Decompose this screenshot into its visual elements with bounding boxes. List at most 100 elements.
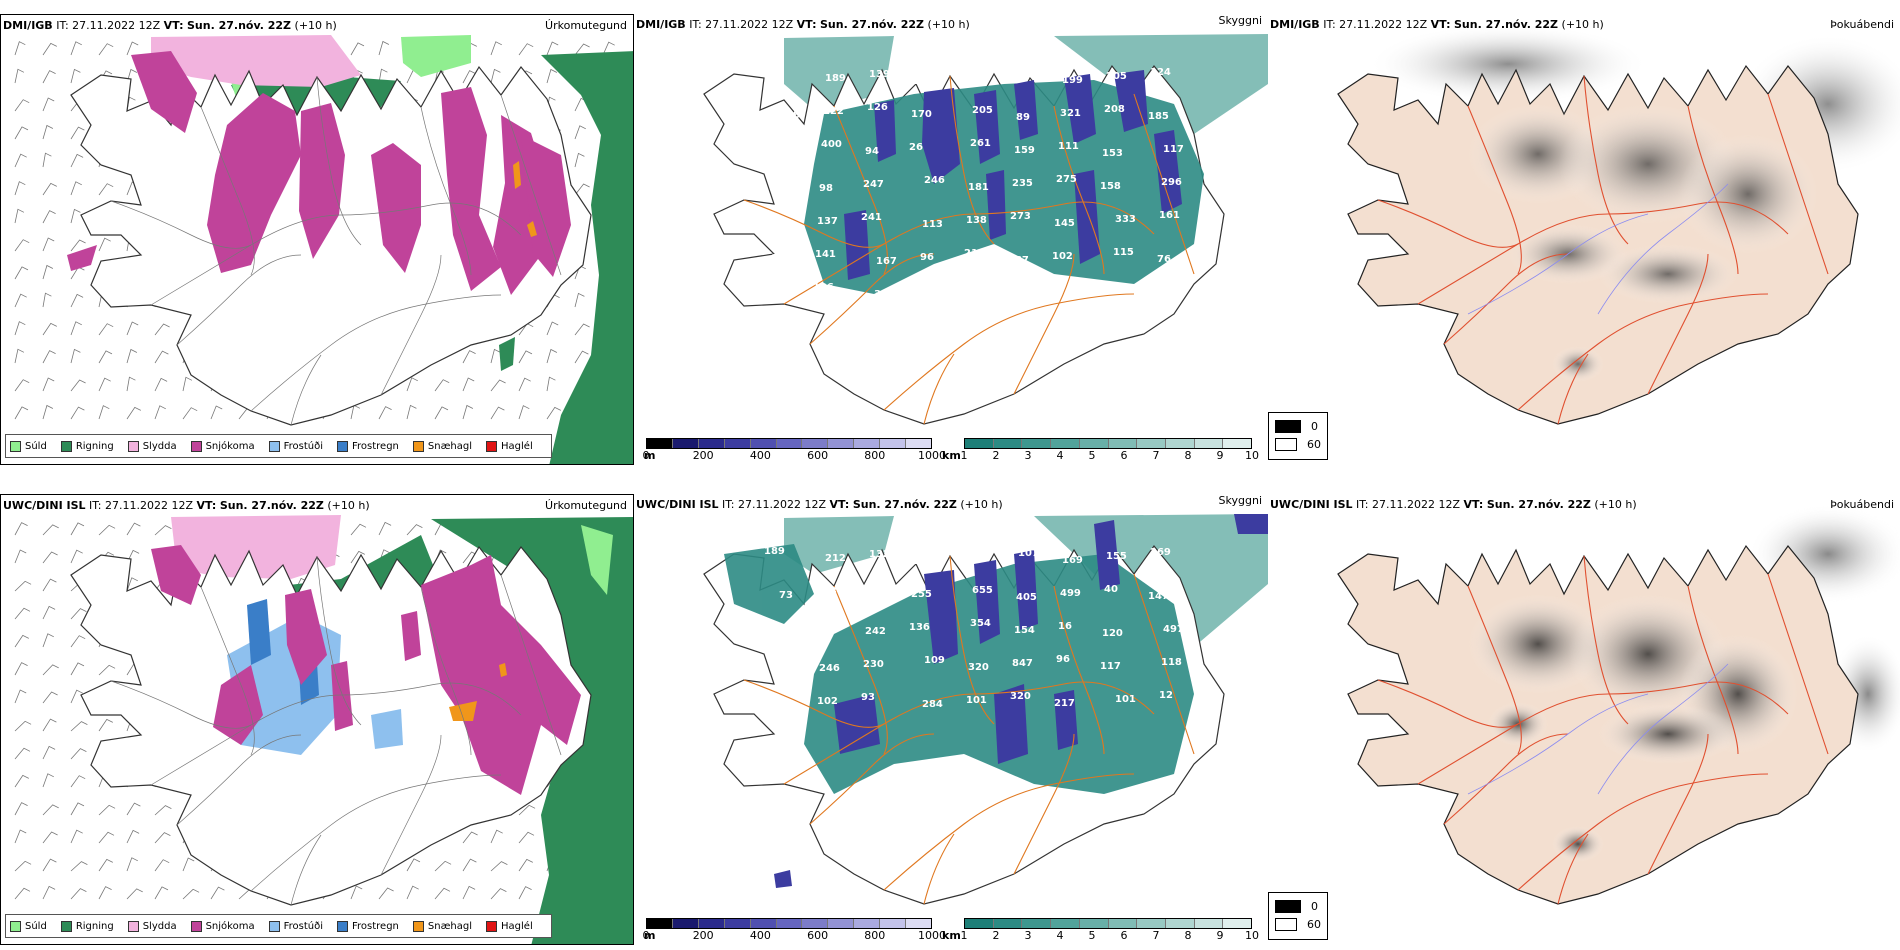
road-line xyxy=(176,254,302,346)
wind-barb xyxy=(98,804,116,816)
visibility-value-label: 273 xyxy=(1010,211,1031,222)
colorbar-tick-label: 6 xyxy=(1120,449,1128,462)
panel-header: UWC/DINI ISL IT: 27.11.2022 12Z VT: Sun.… xyxy=(636,498,1003,511)
visibility-value-label: 22 xyxy=(962,292,976,303)
panel-uwc-precip: UWC/DINI ISL IT: 27.11.2022 12Z VT: Sun.… xyxy=(0,494,634,945)
wind-barb xyxy=(98,43,114,56)
colorbar-cell xyxy=(880,439,907,448)
wind-barb xyxy=(42,182,57,196)
legend-swatch xyxy=(127,920,139,932)
wind-barb xyxy=(14,634,29,648)
wind-barb xyxy=(154,405,166,420)
road-line xyxy=(833,585,888,755)
visibility-value-label: 235 xyxy=(1012,178,1033,189)
wind-barb xyxy=(434,860,452,872)
colorbar-ticks: 0 200 400 600 800 1000 xyxy=(642,449,947,463)
wind-barb xyxy=(70,522,85,536)
wind-barb xyxy=(70,748,87,760)
colorbar-cell xyxy=(1137,439,1166,448)
wind-barb xyxy=(98,858,113,872)
legend-swatch xyxy=(486,920,498,932)
wind-barb xyxy=(350,404,361,420)
legend-item: Haglél xyxy=(486,440,533,452)
visibility-value-label: 136 xyxy=(909,622,930,633)
wind-barb xyxy=(14,549,27,564)
colorbar-tick-label: 3 xyxy=(1024,449,1032,462)
wind-barb xyxy=(14,860,32,872)
wind-barb xyxy=(182,857,195,872)
road-line xyxy=(883,773,1135,891)
wind-barb xyxy=(42,885,56,900)
wind-barb xyxy=(70,41,82,56)
visibility-value-label: 199 xyxy=(1062,75,1083,86)
legend-swatch xyxy=(127,440,139,452)
visibility-labels: 112 189 139 130 52 392 199 205 124 118 122 126 170 20… xyxy=(764,66,1184,303)
colorbar-tick-label: 5 xyxy=(1088,929,1096,942)
panel-uwc-fog: UWC/DINI ISL IT: 27.11.2022 12Z VT: Sun.… xyxy=(1268,494,1900,945)
visibility-value-label: 225 xyxy=(867,582,888,593)
sleet-area xyxy=(151,35,361,87)
visibility-map: 189 212 132 213 21 107 169 155 269 73 136 225 255 655… xyxy=(703,514,1268,905)
visibility-value-label: 261 xyxy=(970,138,991,149)
visibility-value-label: 687 xyxy=(1008,255,1029,266)
visibility-value-label: 321 xyxy=(1060,108,1081,119)
visibility-value-label: 109 xyxy=(775,176,796,187)
wind-barb xyxy=(154,323,170,336)
colorbar-cell xyxy=(1079,439,1109,448)
colorbar-tick-label: 0 xyxy=(642,449,650,462)
wind-barb xyxy=(462,404,474,420)
visibility-value-label: 96 xyxy=(1056,654,1070,665)
colorbar-cells xyxy=(964,918,1252,929)
wind-barb xyxy=(126,522,141,536)
road-line xyxy=(1377,199,1519,248)
visibility-value-label: 96 xyxy=(920,252,934,263)
wind-barb xyxy=(518,886,532,900)
colorbar-cell xyxy=(698,439,725,448)
colorbar-tick-label: 5 xyxy=(1088,449,1096,462)
wind-barb xyxy=(518,858,533,872)
road-line xyxy=(883,293,1135,411)
road-line xyxy=(833,105,888,275)
wind-barb xyxy=(490,888,507,900)
wind-barb xyxy=(14,747,31,760)
colorbar-tick-label: 4 xyxy=(1056,449,1064,462)
legend-item: Frostregn xyxy=(337,440,399,452)
visibility-value-label: 212 xyxy=(825,553,846,564)
wind-barb xyxy=(378,521,392,536)
visibility-value-label: 109 xyxy=(924,655,945,666)
visibility-value-label: 205 xyxy=(972,105,993,116)
visibility-value-label: 208 xyxy=(1104,104,1125,115)
road-line xyxy=(1517,773,1769,891)
visibility-km-colorbar: 1 2 3 4 5 6 7 8 9 10 km xyxy=(942,918,1259,943)
wind-barb xyxy=(182,376,193,392)
wind-barb xyxy=(14,126,29,140)
colorbar-cell xyxy=(1022,919,1052,928)
wind-barb xyxy=(42,524,59,536)
colorbar-cell xyxy=(1194,439,1224,448)
drizzle-area xyxy=(581,525,613,595)
visibility-value-label: 122 xyxy=(823,106,844,117)
road-line xyxy=(923,833,955,905)
wind-barb xyxy=(462,350,476,364)
wind-barb xyxy=(70,293,84,308)
road-line xyxy=(743,199,885,248)
wind-barb xyxy=(546,41,559,56)
wind-barb xyxy=(546,406,561,420)
colorbar-cell xyxy=(906,919,931,928)
fog-legend: 0 60 xyxy=(1268,412,1328,460)
wind-barb xyxy=(378,68,388,84)
snow-area xyxy=(67,51,571,295)
visibility-value-label: 167 xyxy=(876,256,897,267)
visibility-value-label: 115 xyxy=(1113,247,1134,258)
precip-type-legend: Súld Rigning Slydda Snjókoma Frostúði Fr… xyxy=(5,434,552,458)
colorbar-cell xyxy=(1051,919,1080,928)
road-line xyxy=(949,75,995,245)
road-line xyxy=(1443,733,1569,825)
visibility-value-label: 88 xyxy=(821,619,835,630)
wind-barb xyxy=(70,379,86,392)
wind-barb xyxy=(574,125,586,140)
colorbar-tick-label: 9 xyxy=(1216,929,1224,942)
road-line xyxy=(783,201,1155,305)
visibility-value-label: 188 xyxy=(777,623,798,634)
visibility-value-label: 76 xyxy=(1157,254,1171,265)
